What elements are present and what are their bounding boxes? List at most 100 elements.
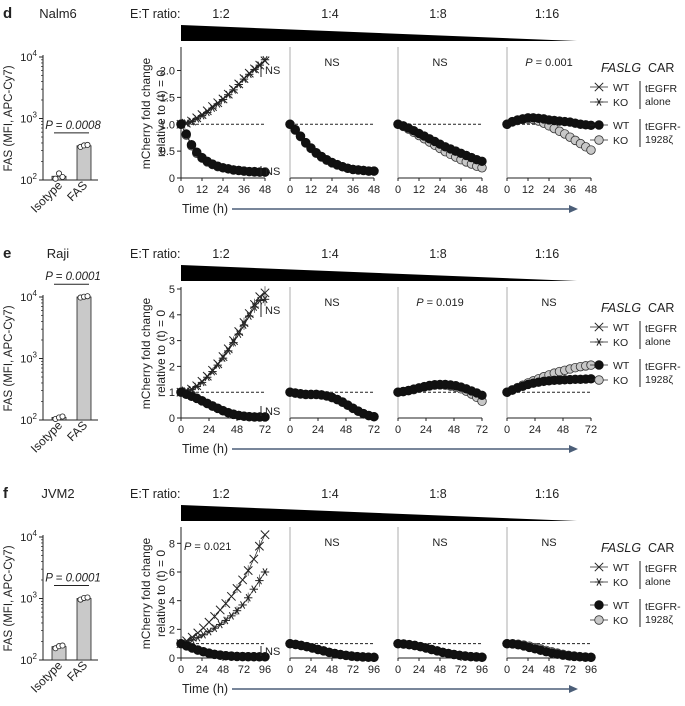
point-ctrl_wt — [238, 575, 248, 585]
point-ctrl_ko — [234, 606, 240, 615]
timecourse-x-tick-label: 24 — [543, 184, 555, 196]
fas-replicate-point — [52, 175, 59, 182]
fas-p-value: P = 0.0001 — [45, 572, 101, 584]
timecourse-x-tick-label: 48 — [434, 664, 446, 676]
point-ctrl_wt — [244, 68, 254, 78]
timecourse-y-tick-label: 1.5 — [160, 92, 175, 104]
point-ctrl_wt — [234, 327, 244, 337]
legend-marker-car_wt — [594, 600, 604, 610]
timecourse-x-tick-label: 72 — [368, 424, 380, 436]
timecourse-x-tick-label: 48 — [217, 664, 229, 676]
timecourse-x-tick-label: 24 — [522, 664, 534, 676]
point-car_wt — [369, 166, 379, 176]
timecourse-x-tick-label: 48 — [585, 184, 597, 196]
point-ctrl_wt — [228, 336, 239, 346]
timecourse-y-tick-label: 0 — [169, 173, 175, 185]
cell-line-label: JVM2 — [41, 486, 74, 501]
point-ctrl_ko — [245, 593, 251, 602]
panel-d: d Nalm6 102 103 104 Isotype FAS P = 0.0008 FAS (… — [3, 5, 681, 216]
timecourse-y-tick-label: 3 — [169, 336, 175, 348]
timecourse-y-tick-label: 0 — [169, 413, 175, 425]
time-axis-label: Time (h) — [182, 442, 228, 456]
point-ctrl_wt — [255, 60, 265, 70]
point-ctrl_ko — [206, 627, 212, 636]
timecourse-x-tick-label: 96 — [259, 664, 271, 676]
fas-x-tick-label: FAS — [64, 658, 90, 684]
fas-y-tick-label: 102 — [20, 652, 37, 667]
timecourse-y-tick-label: 1 — [169, 387, 175, 399]
timecourse-x-tick-label: 12 — [522, 184, 534, 196]
fas-y-axis-label: FAS (MFI, APC-Cy7) — [3, 65, 15, 171]
stat-ns-bottom: NS — [265, 406, 280, 418]
legend-marker-ctrl_wt — [594, 562, 604, 572]
stat-label: NS — [432, 537, 447, 549]
timecourse-y-tick-label: 4 — [169, 596, 175, 608]
timecourse-x-tick-label: 24 — [203, 424, 215, 436]
timecourse-y-tick-label: 1.0 — [160, 119, 175, 131]
fas-y-tick-label: 104 — [20, 529, 37, 544]
legend-car-group-1: tEGFR- — [645, 121, 681, 133]
legend-marker-car_wt — [594, 120, 604, 130]
point-ctrl_wt — [249, 554, 259, 564]
timecourse-y-tick-label: 2 — [169, 624, 175, 636]
point-car_wt — [369, 412, 379, 422]
point-car_wt — [260, 652, 270, 662]
point-ctrl_wt — [210, 611, 220, 621]
legend-label-ctrl_ko: KO — [613, 97, 628, 109]
legend-car-group-1: tEGFR- — [645, 361, 681, 373]
point-ctrl_wt — [202, 106, 212, 116]
point-ctrl_wt — [218, 352, 228, 362]
point-ctrl_wt — [239, 317, 249, 328]
timecourse-x-tick-label: 48 — [368, 184, 380, 196]
et-ratio-label: E:T ratio: — [130, 487, 180, 501]
point-ctrl_wt — [187, 632, 197, 642]
point-ctrl_wt — [223, 344, 233, 354]
point-ctrl_wt — [260, 288, 270, 298]
fas-x-tick-label: FAS — [64, 418, 90, 444]
point-ctrl_wt — [260, 530, 270, 540]
fas-y-tick-label: 104 — [20, 289, 37, 304]
legend-header-car: CAR — [648, 301, 674, 315]
point-ctrl_wt — [192, 381, 202, 391]
fas-replicate-point — [59, 642, 66, 649]
et-ratio-1-4: 1:4 — [321, 7, 338, 21]
fas-p-value: P = 0.0001 — [45, 271, 101, 283]
timecourse-x-tick-label: 24 — [217, 184, 229, 196]
et-ratio-1-16: 1:16 — [535, 7, 559, 21]
legend-marker-car_ko — [594, 135, 604, 145]
legend-label-car_ko: KO — [613, 135, 628, 147]
point-ctrl_wt — [232, 583, 242, 594]
timecourse-x-tick-label: 48 — [326, 664, 338, 676]
timecourse-x-tick-label: 36 — [455, 184, 467, 196]
point-ctrl_wt — [226, 591, 236, 601]
timecourse-y-tick-label: 6 — [169, 567, 175, 579]
timecourse-x-tick-label: 24 — [413, 664, 425, 676]
legend-header-gene: FASLG — [601, 301, 641, 315]
timecourse-x-tick-label: 48 — [340, 424, 352, 436]
fas-y-axis-label: FAS (MFI, APC-Cy7) — [3, 545, 15, 651]
point-ctrl_wt — [254, 541, 264, 551]
timecourse-x-tick-label: 0 — [395, 424, 401, 436]
timecourse-x-tick-label: 12 — [413, 184, 425, 196]
stat-ns-top: NS — [265, 305, 280, 317]
timecourse-x-tick-label: 48 — [557, 424, 569, 436]
timecourse-x-tick-label: 24 — [312, 424, 324, 436]
stat-label: NS — [432, 57, 447, 69]
legend-marker-ctrl_ko — [596, 98, 602, 106]
panel-letter: f — [3, 485, 9, 502]
legend-label-ctrl_ko: KO — [613, 577, 628, 589]
legend-marker-ctrl_ko — [596, 338, 602, 346]
stat-label: NS — [541, 297, 556, 309]
timecourse-x-tick-label: 96 — [476, 664, 488, 676]
timecourse-x-tick-label: 72 — [347, 664, 359, 676]
stat-ns-top: NS — [265, 65, 280, 77]
timecourse-x-tick-label: 24 — [305, 664, 317, 676]
timecourse-x-tick-label: 96 — [368, 664, 380, 676]
legend-marker-car_wt — [594, 360, 604, 370]
legend-car-group-2: 1928ζ — [645, 374, 673, 386]
legend-header-gene: FASLG — [601, 541, 641, 555]
timecourse-plot-1-2: 0 0.5 1.0 1.5 2.0 0 12 24 36 48 NS NS — [160, 47, 280, 196]
et-ratio-wedge — [181, 25, 577, 41]
